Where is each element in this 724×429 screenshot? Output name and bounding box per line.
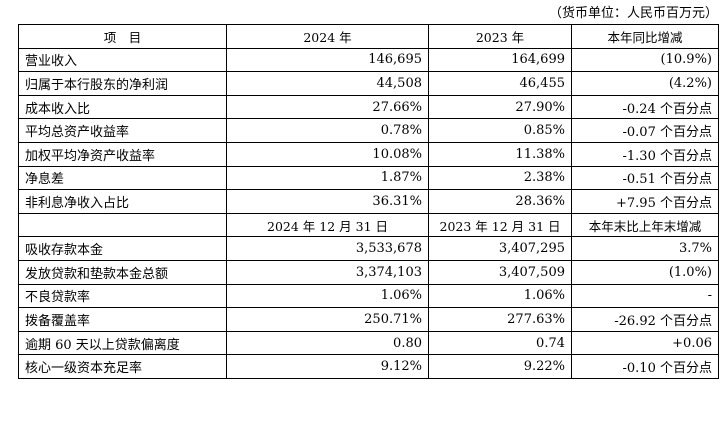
value-2023: 28.36% — [428, 189, 572, 214]
value-2023: 11.38% — [428, 141, 572, 167]
value-2023: 27.90% — [428, 94, 572, 120]
value-change: -26.92 个百分点 — [571, 307, 719, 332]
value-2023: 9.22% — [428, 354, 572, 379]
row-label: 核心一级资本充足率 — [18, 354, 227, 379]
subheader-ytd-change: 本年末比上年末增减 — [571, 212, 719, 238]
table-row: 加权平均净资产收益率 10.08% 11.38% -1.30 个百分点 — [18, 141, 719, 167]
table-row: 不良贷款率 1.06% 1.06% - — [18, 283, 719, 309]
table-row: 发放贷款和垫款本金总额 3,374,103 3,407,509 (1.0%) — [18, 259, 719, 285]
value-change: -0.07 个百分点 — [571, 118, 719, 143]
value-2024: 250.71% — [226, 307, 429, 332]
table-subheader-row: 2024 年 12 月 31 日 2023 年 12 月 31 日 本年末比上年… — [18, 212, 719, 238]
table-row: 平均总资产收益率 0.78% 0.85% -0.07 个百分点 — [18, 118, 719, 143]
row-label: 加权平均净资产收益率 — [18, 141, 227, 167]
subheader-2023-dec31: 2023 年 12 月 31 日 — [428, 212, 572, 238]
subheader-blank — [18, 212, 227, 238]
value-2024: 44,508 — [226, 71, 429, 96]
currency-unit-note: （货币单位：人民币百万元） — [548, 6, 718, 21]
table-header-row: 项 目 2024 年 2023 年 本年同比增减 — [18, 24, 719, 49]
value-2023: 2.38% — [428, 165, 572, 191]
row-label: 吸收存款本金 — [18, 236, 227, 261]
financial-indicators-table: 项 目 2024 年 2023 年 本年同比增减 营业收入 146,695 16… — [18, 24, 719, 379]
row-label: 发放贷款和垫款本金总额 — [18, 259, 227, 285]
value-change: +7.95 个百分点 — [571, 189, 719, 214]
header-yoy-change: 本年同比增减 — [571, 24, 719, 49]
value-2023: 0.74 — [428, 330, 572, 356]
value-2024: 146,695 — [226, 47, 429, 73]
value-change: -1.30 个百分点 — [571, 141, 719, 167]
value-2024: 1.06% — [226, 283, 429, 309]
value-change: (1.0%) — [571, 259, 719, 285]
value-2023: 1.06% — [428, 283, 572, 309]
table-row: 拨备覆盖率 250.71% 277.63% -26.92 个百分点 — [18, 307, 719, 332]
value-2024: 0.78% — [226, 118, 429, 143]
value-2024: 3,533,678 — [226, 236, 429, 261]
value-change: (10.9%) — [571, 47, 719, 73]
table-row: 吸收存款本金 3,533,678 3,407,295 3.7% — [18, 236, 719, 261]
value-2023: 164,699 — [428, 47, 572, 73]
table-row: 成本收入比 27.66% 27.90% -0.24 个百分点 — [18, 94, 719, 120]
header-item: 项 目 — [18, 24, 227, 49]
value-2023: 46,455 — [428, 71, 572, 96]
row-label: 非利息净收入占比 — [18, 189, 227, 214]
header-2024: 2024 年 — [226, 24, 429, 49]
table-row: 营业收入 146,695 164,699 (10.9%) — [18, 47, 719, 73]
value-change: -0.51 个百分点 — [571, 165, 719, 191]
subheader-2024-dec31: 2024 年 12 月 31 日 — [226, 212, 429, 238]
row-label: 营业收入 — [18, 47, 227, 73]
row-label: 净息差 — [18, 165, 227, 191]
value-change: 3.7% — [571, 236, 719, 261]
table-row: 归属于本行股东的净利润 44,508 46,455 (4.2%) — [18, 71, 719, 96]
table-row: 逾期 60 天以上贷款偏离度 0.80 0.74 +0.06 — [18, 330, 719, 356]
row-label: 拨备覆盖率 — [18, 307, 227, 332]
table-row: 净息差 1.87% 2.38% -0.51 个百分点 — [18, 165, 719, 191]
row-label: 成本收入比 — [18, 94, 227, 120]
value-2024: 36.31% — [226, 189, 429, 214]
value-change: -0.24 个百分点 — [571, 94, 719, 120]
value-change: - — [571, 283, 719, 309]
table-row: 非利息净收入占比 36.31% 28.36% +7.95 个百分点 — [18, 189, 719, 214]
value-2024: 0.80 — [226, 330, 429, 356]
value-2023: 277.63% — [428, 307, 572, 332]
value-2024: 1.87% — [226, 165, 429, 191]
value-change: (4.2%) — [571, 71, 719, 96]
value-2023: 3,407,295 — [428, 236, 572, 261]
row-label: 逾期 60 天以上贷款偏离度 — [18, 330, 227, 356]
value-change: -0.10 个百分点 — [571, 354, 719, 379]
row-label: 不良贷款率 — [18, 283, 227, 309]
row-label: 归属于本行股东的净利润 — [18, 71, 227, 96]
row-label: 平均总资产收益率 — [18, 118, 227, 143]
value-2024: 9.12% — [226, 354, 429, 379]
value-2023: 3,407,509 — [428, 259, 572, 285]
value-2023: 0.85% — [428, 118, 572, 143]
value-2024: 3,374,103 — [226, 259, 429, 285]
table-row: 核心一级资本充足率 9.12% 9.22% -0.10 个百分点 — [18, 354, 719, 379]
value-2024: 10.08% — [226, 141, 429, 167]
value-2024: 27.66% — [226, 94, 429, 120]
value-change: +0.06 — [571, 330, 719, 356]
header-2023: 2023 年 — [428, 24, 572, 49]
